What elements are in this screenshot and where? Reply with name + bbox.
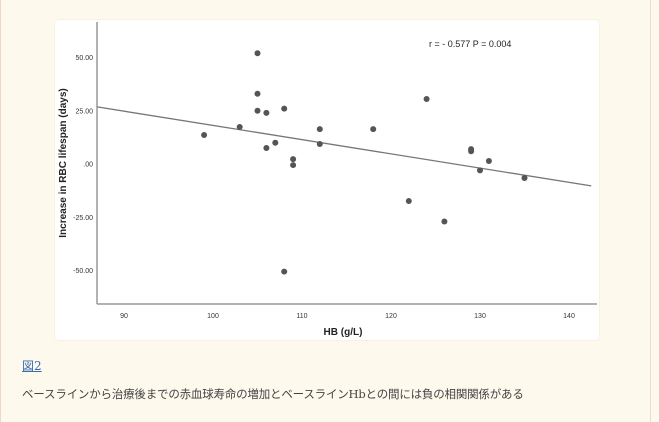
regression-line	[97, 106, 592, 187]
figure-caption: ベースラインから治療後までの赤血球寿命の増加とベースラインHbとの間には負の相関…	[22, 387, 524, 401]
data-point	[254, 50, 261, 57]
data-point	[521, 175, 528, 182]
data-point	[236, 123, 243, 130]
data-point	[281, 105, 288, 112]
figure-card	[55, 20, 599, 340]
data-point	[263, 109, 270, 116]
data-point	[290, 156, 297, 163]
data-point	[316, 126, 323, 133]
data-point	[370, 126, 377, 133]
x-tick-label: 100	[207, 313, 219, 320]
data-point	[405, 198, 412, 205]
x-tick-label: 110	[296, 313, 307, 320]
x-tick-label: 120	[385, 313, 397, 320]
data-point	[477, 167, 483, 174]
data-point	[272, 139, 279, 146]
y-tick-label: 50.00	[75, 55, 93, 62]
x-tick-label: 130	[474, 313, 486, 320]
x-tick-label: 140	[563, 313, 575, 320]
data-point	[201, 132, 208, 139]
x-axis-label: HB (g/L)	[324, 327, 363, 338]
data-point	[254, 107, 261, 114]
y-tick-label: 25.00	[75, 108, 93, 115]
data-point	[468, 148, 475, 155]
y-axis-label: Increase in RBC lifespan (days)	[58, 88, 69, 238]
y-tick-label: -50.00	[73, 268, 93, 275]
data-point	[263, 145, 270, 152]
y-tick-label: .00	[83, 162, 93, 169]
data-point	[281, 268, 288, 275]
x-tick-label: 90	[120, 313, 128, 320]
data-point	[441, 218, 448, 225]
data-point	[254, 90, 261, 97]
data-point	[423, 96, 430, 103]
y-tick-label: -25.00	[73, 215, 93, 222]
figure-link[interactable]: 図2	[22, 359, 42, 373]
correlation-annotation: r = - 0.577 P = 0.004	[429, 39, 511, 49]
data-point	[290, 162, 297, 169]
data-point	[485, 158, 492, 165]
data-point	[316, 140, 323, 147]
